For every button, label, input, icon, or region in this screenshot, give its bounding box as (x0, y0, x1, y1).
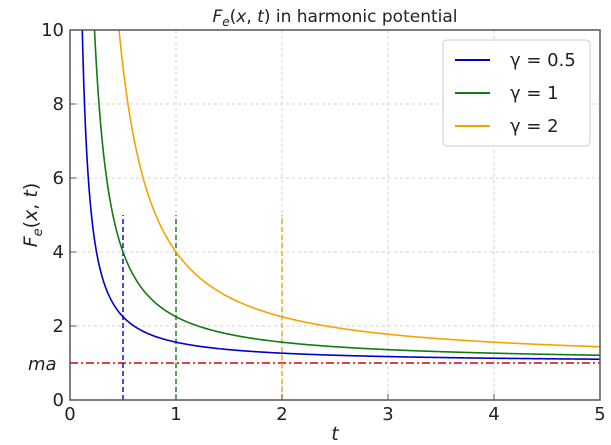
y-tick-label: 2 (53, 316, 64, 337)
legend: γ = 0.5 γ = 1 γ = 2 (442, 39, 591, 147)
series-lines (81, 30, 600, 361)
plot-frame (69, 29, 601, 401)
chart-title: Fe(x, t) in harmonic potential (212, 7, 457, 29)
x-tick-label: 5 (594, 404, 605, 425)
legend-entry: γ = 1 (510, 83, 559, 104)
y-axis-label: Fe(x, t) (20, 183, 46, 248)
y-tick-label: 8 (53, 94, 64, 115)
series-line (81, 30, 600, 361)
ticks: 0 1 2 3 4 5 0 2 4 6 8 10 (41, 20, 606, 425)
series-line (93, 30, 600, 357)
legend-box (442, 39, 591, 147)
series-line (118, 30, 600, 348)
reference-lines (70, 215, 600, 400)
legend-entry: γ = 0.5 (510, 50, 576, 71)
x-axis-label: t (331, 423, 340, 445)
x-tick-label: 4 (488, 404, 499, 425)
x-tick-label: 0 (64, 404, 75, 425)
y-tick-label: 4 (53, 242, 64, 263)
y-tick-label: 6 (53, 168, 64, 189)
y-tick-label: 10 (41, 20, 64, 41)
legend-entry: γ = 2 (510, 116, 559, 137)
x-tick-label: 2 (276, 404, 287, 425)
ma-label: ma (28, 354, 57, 375)
y-tick-label: 0 (53, 390, 64, 411)
x-tick-label: 3 (382, 404, 393, 425)
x-tick-label: 1 (170, 404, 181, 425)
